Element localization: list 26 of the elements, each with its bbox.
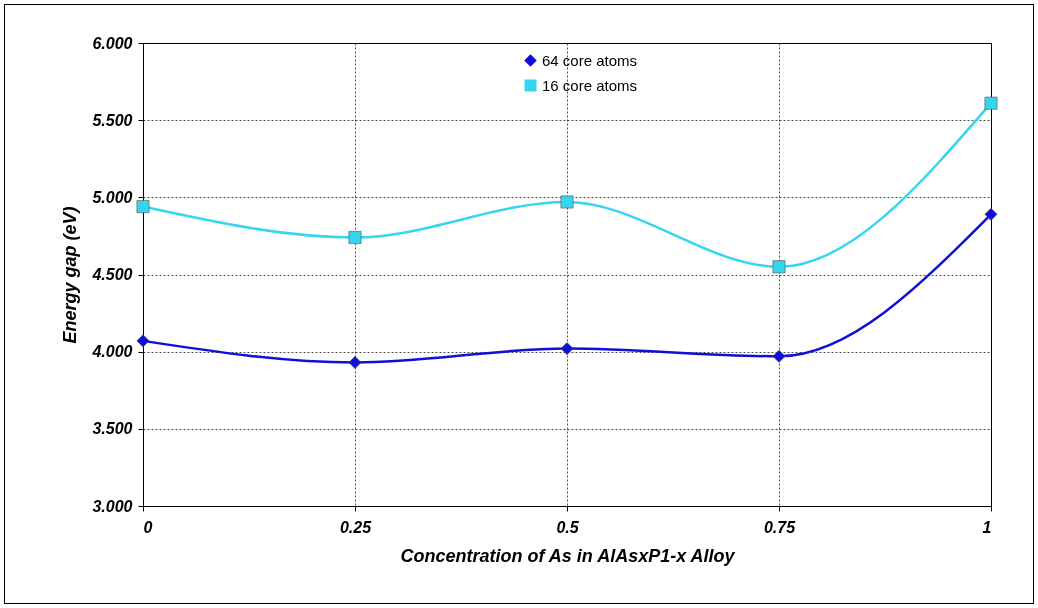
point: [772, 260, 786, 274]
y-tick-label: 5.500: [92, 111, 133, 129]
x-tick-label: 0: [143, 518, 153, 536]
point: [560, 342, 574, 355]
y-tick-label: 4.500: [91, 266, 133, 283]
legend-label: 64 core atoms: [542, 51, 638, 69]
y-tick-label: 4.000: [91, 343, 133, 361]
y-tick-label: 3.500: [92, 420, 133, 438]
x-tick-label: 0.75: [763, 518, 797, 536]
y-tick-label: 3.000: [92, 497, 133, 515]
point: [136, 200, 150, 214]
x-axis-title: Concentration of As in AlAsxP1-x Alloy: [400, 545, 736, 566]
point: [772, 349, 786, 363]
legend-label: 16 core atoms: [542, 76, 638, 94]
x-tick-label: 1: [982, 518, 992, 536]
point: [984, 207, 998, 221]
point: [560, 195, 574, 209]
point: [348, 356, 362, 369]
point: [136, 334, 150, 348]
y-tick-label: 5.000: [92, 188, 133, 206]
y-axis-title: Energy gap (eV): [60, 206, 81, 344]
x-tick-label: 0.5: [556, 518, 580, 536]
x-tick-label: 0.25: [339, 518, 373, 536]
point: [984, 96, 998, 110]
y-tick-label: 6.000: [92, 34, 133, 52]
point: [348, 231, 362, 244]
